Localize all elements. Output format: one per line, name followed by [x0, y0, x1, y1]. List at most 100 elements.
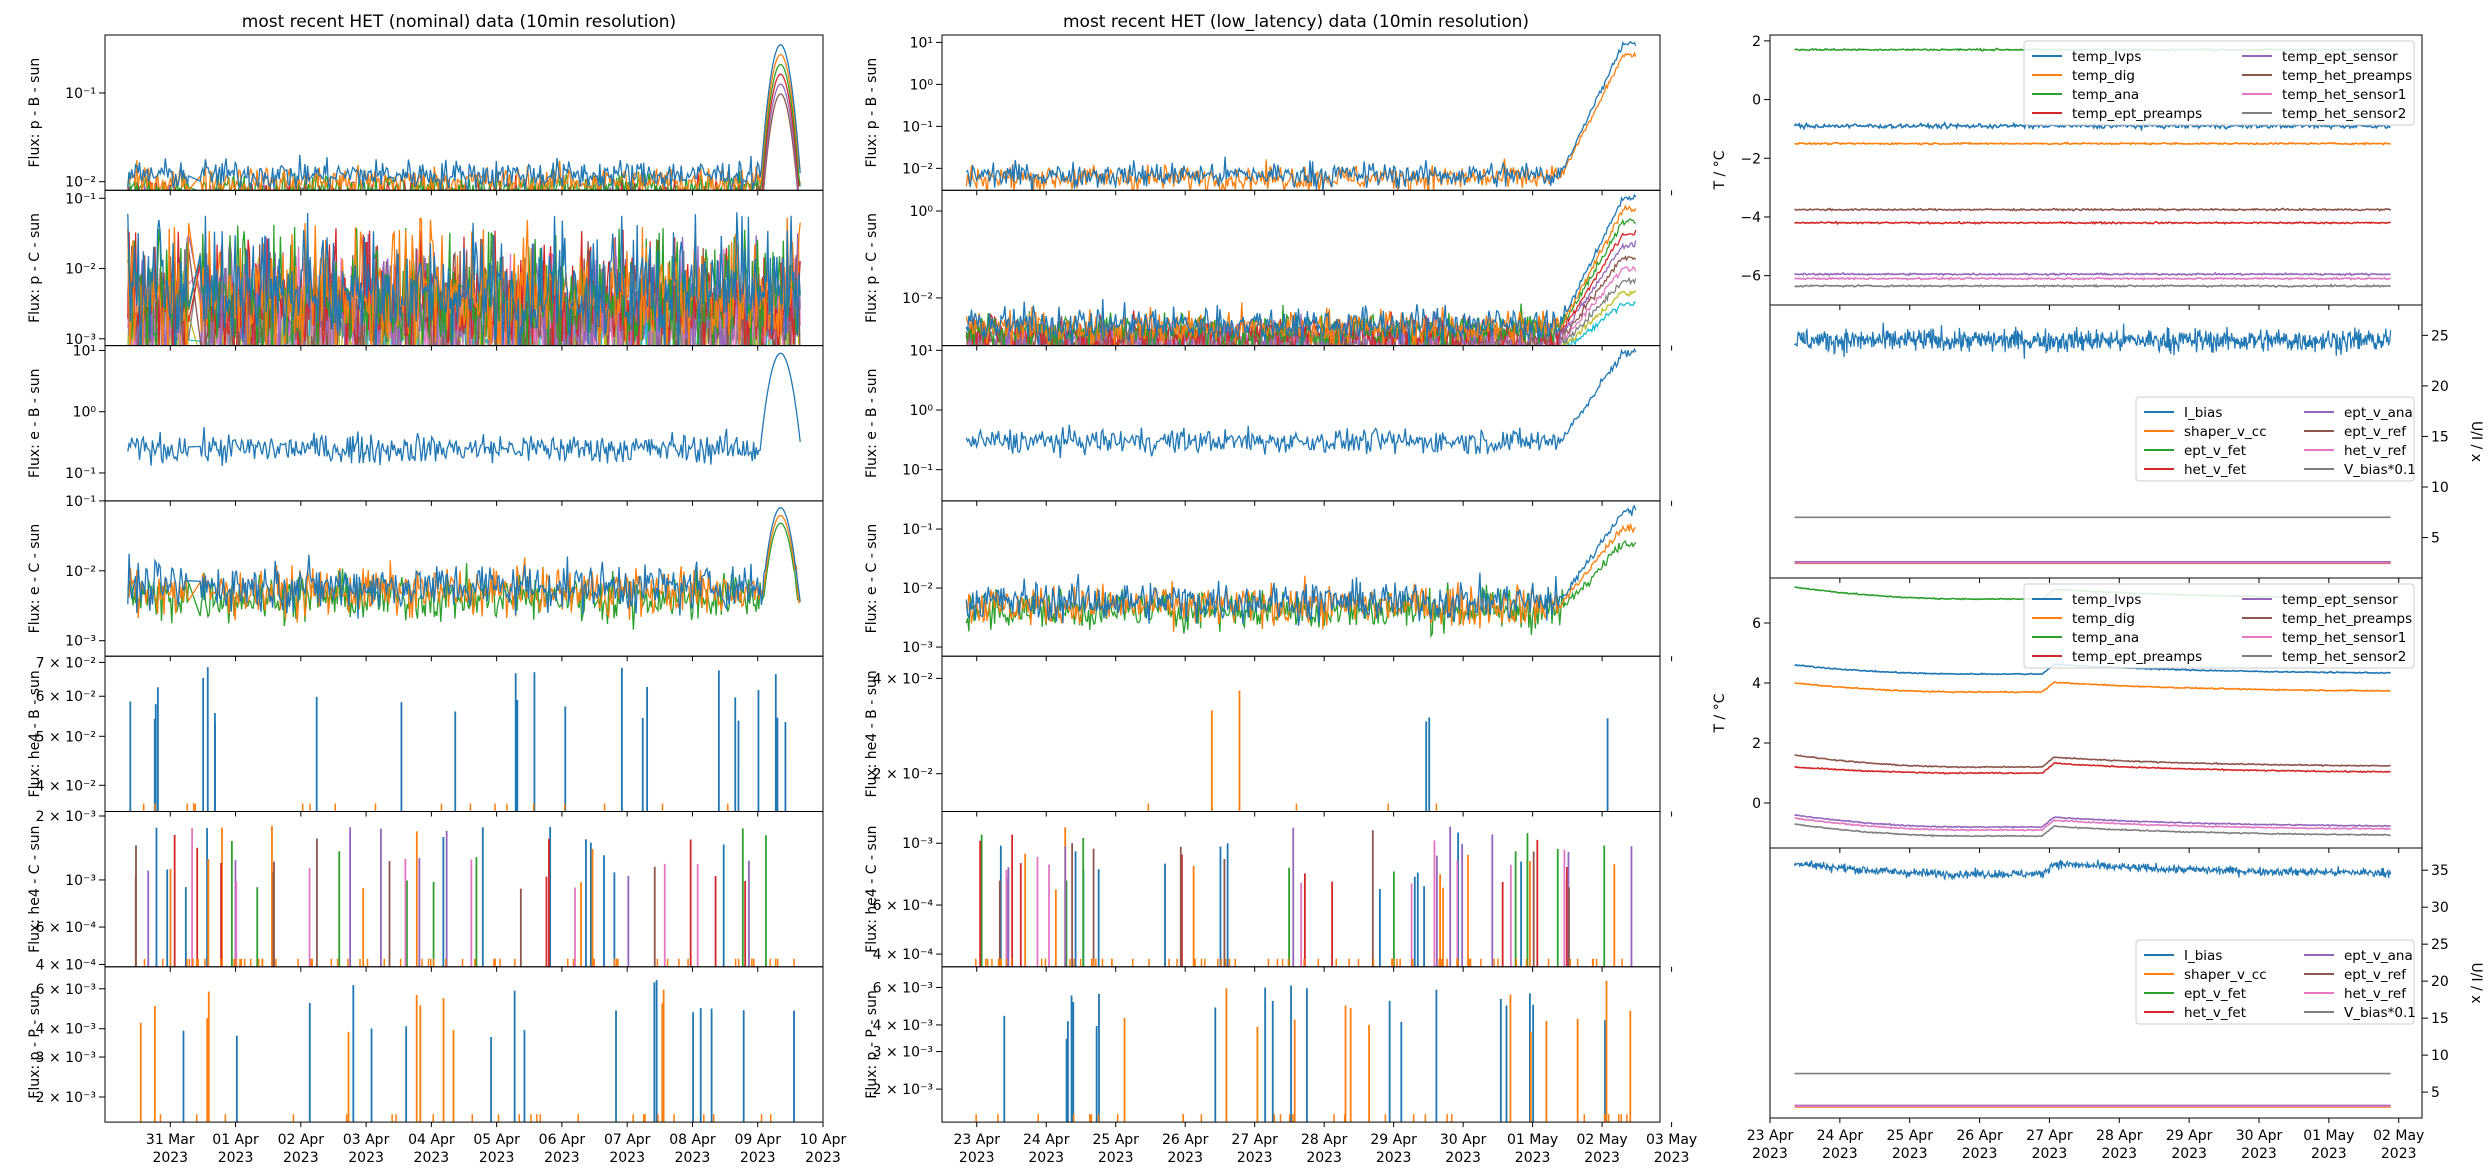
series-line-1 — [965, 504, 1637, 626]
axes-frame — [1769, 847, 2423, 1119]
y-axis-label: Flux: he4 - C - sun — [27, 825, 43, 952]
x-tick-year: 2023 — [1028, 1150, 1064, 1166]
y-tick-label: 15 — [2431, 1011, 2449, 1027]
x-tick-year: 2023 — [959, 1150, 995, 1166]
x-tick-year: 2023 — [348, 1150, 384, 1166]
series-line-1 — [127, 352, 801, 466]
legend-entry: V_bias*0.1 — [2344, 462, 2416, 478]
hk-panel-1: 20−2−4−6T / °Ctemp_lvpstemp_digtemp_anat… — [1712, 34, 2423, 310]
y-axis-label: U/I / x — [2468, 421, 2484, 462]
y-tick-label: 20 — [2431, 974, 2449, 990]
series-line-1 — [127, 43, 801, 191]
x-tick-year: 2023 — [1376, 1150, 1412, 1166]
y-tick-label: 10⁻² — [902, 291, 933, 307]
legend-entry: temp_dig — [2072, 68, 2135, 84]
y-axis-label: Flux: p - C - sun — [27, 213, 43, 323]
y-axis-label: Flux: e - B - sun — [27, 369, 43, 478]
series-group — [127, 507, 801, 630]
series-group — [127, 352, 801, 466]
left-column-title: most recent HET (nominal) data (10min re… — [242, 12, 676, 32]
y-axis-label: Flux: p - B - sun — [864, 58, 880, 168]
y-tick-label: 5 × 10⁻² — [36, 729, 96, 745]
x-tick-year: 2023 — [1515, 1150, 1551, 1166]
x-tick-label: 23 Apr — [953, 1132, 1000, 1148]
y-tick-label: 10 — [2431, 480, 2449, 496]
legend-entry: temp_het_sensor2 — [2282, 106, 2406, 122]
y-tick-label: 25 — [2431, 937, 2449, 953]
y-axis-label: Flux: e - B - sun — [864, 369, 880, 478]
middle-column-title: most recent HET (low_latency) data (10mi… — [1063, 12, 1529, 32]
series-line-temp_het_preamps — [1794, 754, 2391, 769]
series-group — [129, 667, 787, 812]
y-tick-label: 0 — [1752, 796, 1761, 812]
y-tick-label: 2 — [1752, 34, 1761, 50]
x-tick-year: 2023 — [1237, 1150, 1273, 1166]
y-tick-label: 2 × 10⁻² — [873, 767, 933, 783]
series-group — [975, 980, 1632, 1123]
y-tick-label: 6 × 10⁻³ — [873, 980, 933, 996]
x-tick-label: 02 Apr — [278, 1132, 325, 1148]
y-tick-label: 2 × 10⁻³ — [36, 809, 96, 825]
series-line-temp_dig — [1794, 681, 2391, 694]
x-tick-year: 2023 — [805, 1150, 841, 1166]
series-line-temp_het_sensor2 — [1794, 823, 2391, 838]
x-tick-year: 2023 — [2241, 1146, 2277, 1162]
legend-entry: temp_lvps — [2072, 592, 2141, 608]
panel-low_latency-3: 10⁻¹ 10⁰ 10¹ Flux: e - B - sun — [864, 343, 1673, 506]
legend-entry: ept_v_ref — [2344, 424, 2407, 440]
series-line-temp_het_sensor1 — [1794, 817, 2391, 832]
y-tick-label: 4 × 10⁻³ — [873, 1018, 933, 1034]
series-line-temp_ept_preamps — [1794, 761, 2391, 775]
y-tick-label: 5 — [2431, 531, 2440, 547]
y-tick-label: 20 — [2431, 379, 2449, 395]
y-tick-label: −6 — [1740, 269, 1761, 285]
series-group — [965, 347, 1637, 459]
x-tick-label: 04 Apr — [408, 1132, 455, 1148]
series-group — [1147, 690, 1609, 812]
x-tick-year: 2023 — [544, 1150, 580, 1166]
legend-entry: V_bias*0.1 — [2344, 1005, 2416, 1021]
legend-entry: temp_ana — [2072, 630, 2139, 646]
y-tick-label: 6 × 10⁻³ — [36, 982, 96, 998]
legend-entry: I_bias — [2184, 948, 2222, 964]
y-tick-label: 6 × 10⁻² — [36, 689, 96, 705]
y-tick-label: 4 × 10⁻⁴ — [873, 947, 934, 963]
x-tick-year: 2023 — [1654, 1150, 1690, 1166]
y-tick-label: 10⁻² — [902, 581, 933, 597]
series-group — [965, 193, 1637, 346]
legend-entry: temp_het_sensor1 — [2282, 87, 2406, 103]
series-line-1 — [965, 347, 1637, 459]
x-tick-label: 28 Apr — [1301, 1132, 1348, 1148]
x-tick-label: 05 Apr — [473, 1132, 520, 1148]
legend-entry: shaper_v_cc — [2184, 967, 2267, 983]
x-tick-label: 01 Apr — [212, 1132, 259, 1148]
y-tick-label: 10⁻¹ — [65, 191, 96, 207]
y-axis-label: Flux: p - B - sun — [27, 58, 43, 168]
legend-entry: I_bias — [2184, 405, 2222, 421]
x-tick-year: 2023 — [1584, 1150, 1620, 1166]
panel-low_latency-6: 4 × 10⁻⁴ 6 × 10⁻⁴ 10⁻³ Flux: he4 - C - sun — [864, 811, 1673, 972]
hk-panel-4: 5 10 15 20 25 30 35 U/I / x 23 Apr 2023 24 Apr 2023… — [1747, 847, 2484, 1162]
y-tick-label: 10⁻² — [65, 175, 96, 191]
x-tick-label: 07 Apr — [604, 1132, 651, 1148]
legend-entry: temp_ept_preamps — [2072, 649, 2202, 665]
y-tick-label: 2 — [1752, 736, 1761, 752]
y-tick-label: 7 × 10⁻² — [36, 655, 96, 671]
legend-entry: temp_het_sensor2 — [2282, 649, 2406, 665]
legend-entry: temp_ept_sensor — [2282, 592, 2398, 608]
legend-entry: ept_v_ana — [2344, 948, 2413, 964]
x-tick-year: 2023 — [152, 1150, 188, 1166]
series-line-temp_dig — [1794, 141, 2391, 146]
series-line-1 — [965, 40, 1637, 191]
series-line-1 — [127, 507, 801, 619]
x-tick-year: 2023 — [1892, 1146, 1928, 1162]
legend-entry: shaper_v_cc — [2184, 424, 2267, 440]
x-tick-label: 26 Apr — [1956, 1128, 2003, 1144]
y-tick-label: 4 × 10⁻² — [873, 671, 933, 687]
y-tick-label: 10⁻³ — [65, 873, 96, 889]
x-tick-year: 2023 — [1962, 1146, 1998, 1162]
x-tick-year: 2023 — [2171, 1146, 2207, 1162]
